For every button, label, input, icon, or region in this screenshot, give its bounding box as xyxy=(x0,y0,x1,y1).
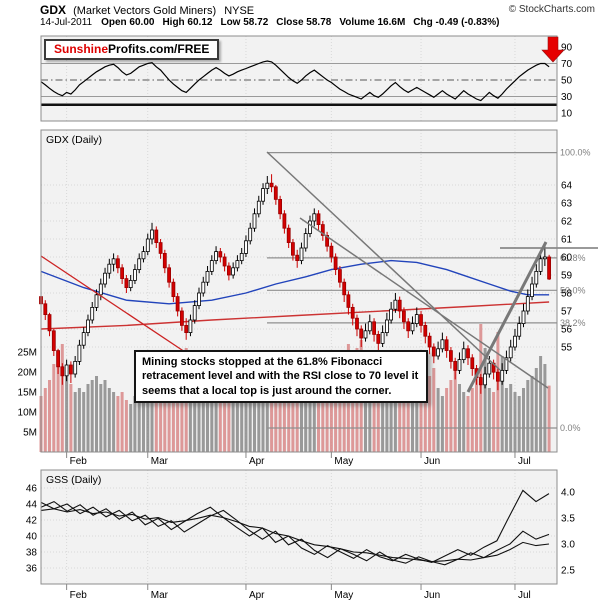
gdx-panel-title: GDX (Daily) xyxy=(46,134,102,146)
gss-panel-background xyxy=(41,470,557,584)
svg-text:60: 60 xyxy=(561,253,573,264)
svg-text:10: 10 xyxy=(561,109,573,120)
svg-text:3.5: 3.5 xyxy=(561,514,575,525)
svg-text:38.2%: 38.2% xyxy=(560,318,586,328)
svg-text:57: 57 xyxy=(561,307,573,318)
banner-word-profits: Profits.com/FREE xyxy=(108,42,210,56)
axis-labels: 90 70 50 30 10 64 63 62 61 60 59 58 57 56 55 25M 20M 15M 1… xyxy=(18,43,576,577)
svg-text:55: 55 xyxy=(561,343,573,354)
svg-text:3.0: 3.0 xyxy=(561,540,575,551)
gridlines xyxy=(41,36,557,584)
quote-chg: Chg -0.49 (-0.83%) xyxy=(413,17,500,28)
svg-text:63: 63 xyxy=(561,199,573,210)
svg-text:56: 56 xyxy=(561,325,573,336)
quote-low: Low 58.72 xyxy=(220,17,269,28)
svg-text:40: 40 xyxy=(26,532,38,543)
svg-text:Jul: Jul xyxy=(518,590,531,601)
rsi-panel-border xyxy=(40,35,558,122)
svg-text:15M: 15M xyxy=(18,388,37,399)
svg-text:38: 38 xyxy=(26,548,38,559)
svg-text:Feb: Feb xyxy=(70,590,88,601)
svg-text:100.0%: 100.0% xyxy=(560,148,591,158)
moving-averages xyxy=(40,259,550,330)
price-panel-border xyxy=(40,129,558,453)
gss-line-3 xyxy=(40,508,550,563)
svg-text:Jun: Jun xyxy=(424,456,440,467)
quote-open: Open 60.00 xyxy=(101,17,155,28)
svg-text:Feb: Feb xyxy=(70,456,88,467)
svg-text:20M: 20M xyxy=(18,368,37,379)
svg-text:70: 70 xyxy=(561,59,573,70)
ticker-symbol: GDX xyxy=(40,3,67,17)
svg-text:Mar: Mar xyxy=(151,456,169,467)
fibonacci-retracements: 100.0% 61.8% 50.0% 38.2% 0.0% xyxy=(267,148,591,433)
svg-text:46: 46 xyxy=(26,484,38,495)
quote-date: 14-Jul-2011 xyxy=(40,17,93,28)
red-down-arrow-icon xyxy=(541,36,565,63)
svg-text:5M: 5M xyxy=(23,428,37,439)
svg-text:90: 90 xyxy=(561,43,573,54)
svg-text:Jun: Jun xyxy=(424,590,440,601)
quote-high: High 60.12 xyxy=(162,17,213,28)
sunshine-profits-banner[interactable]: SunshineProfits.com/FREE xyxy=(44,39,220,60)
svg-text:61.8%: 61.8% xyxy=(560,253,586,263)
svg-text:62: 62 xyxy=(561,217,573,228)
svg-text:42: 42 xyxy=(26,516,38,527)
svg-text:May: May xyxy=(334,590,353,601)
svg-text:61: 61 xyxy=(561,235,573,246)
svg-text:44: 44 xyxy=(26,500,38,511)
quote-line: Open 60.00 High 60.12 Low 58.72 Close 58.78… xyxy=(101,17,507,28)
month-axis: Feb Feb Mar Mar Apr Apr May May Jun Jun Jul Jul xyxy=(66,452,531,601)
stockcharts-copyright: © StockCharts.com xyxy=(508,4,595,15)
svg-text:May: May xyxy=(334,456,353,467)
trendlines xyxy=(40,151,598,393)
ticker-name: (Market Vectors Gold Miners) xyxy=(73,5,217,17)
candlestick-series xyxy=(39,174,551,394)
svg-text:50.0%: 50.0% xyxy=(560,285,586,295)
svg-text:2.5: 2.5 xyxy=(561,566,575,577)
ma-50-blue xyxy=(40,259,550,305)
quote-close: Close 58.78 xyxy=(276,17,332,28)
svg-text:25M: 25M xyxy=(18,348,37,359)
quote-row: 14-Jul-2011 Open 60.00 High 60.12 Low 58.72… xyxy=(40,17,507,28)
svg-text:10M: 10M xyxy=(18,408,37,419)
annotation-box: Mining stocks stopped at the 61.8% Fibon… xyxy=(134,350,428,403)
ma-200-red xyxy=(40,301,550,330)
svg-text:36: 36 xyxy=(26,564,38,575)
svg-text:0.0%: 0.0% xyxy=(560,423,581,433)
svg-text:59: 59 xyxy=(561,271,573,282)
gss-panel-title: GSS (Daily) xyxy=(46,474,101,486)
gss-panel-border xyxy=(40,469,558,585)
svg-text:Apr: Apr xyxy=(249,590,265,601)
svg-text:Apr: Apr xyxy=(249,456,265,467)
svg-text:4.0: 4.0 xyxy=(561,488,575,499)
rsi-indicator xyxy=(40,60,557,107)
svg-text:58: 58 xyxy=(561,289,573,300)
chart-title-row: GDX (Market Vectors Gold Miners) NYSE xyxy=(40,3,254,17)
exchange-label: NYSE xyxy=(224,5,255,17)
svg-text:64: 64 xyxy=(561,181,573,192)
svg-text:50: 50 xyxy=(561,76,573,87)
svg-text:30: 30 xyxy=(561,92,573,103)
rsi-line xyxy=(40,60,550,102)
gss-lines xyxy=(40,489,550,566)
svg-text:Mar: Mar xyxy=(151,590,169,601)
volume-bars xyxy=(39,324,551,452)
svg-text:Jul: Jul xyxy=(518,456,531,467)
quote-volume: Volume 16.6M xyxy=(339,17,406,28)
banner-word-sunshine: Sunshine xyxy=(54,42,109,56)
